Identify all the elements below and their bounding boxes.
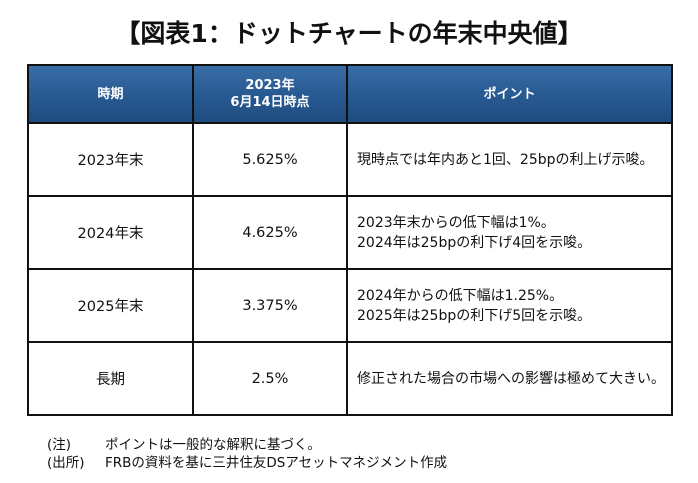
point-line: 修正された場合の市場への影響は極めて大きい。 xyxy=(357,370,665,387)
table-row: 長期 2.5% 修正された場合の市場への影響は極めて大きい。 xyxy=(27,341,673,416)
cell-point: 現時点では年内あと1回、25bpの利上げ示唆。 xyxy=(346,122,673,197)
source: (出所) FRBの資料を基に三井住友DSアセットマネジメント作成 xyxy=(47,454,447,472)
note-text: ポイントは一般的な解釈に基づく。 xyxy=(105,437,321,453)
cell-value: 5.625% xyxy=(192,122,348,197)
source-label: (出所) xyxy=(47,455,85,471)
header-as-of-line1: 2023年 xyxy=(245,78,295,93)
point-line: 2024年は25bpの利下げ4回を示唆。 xyxy=(357,234,592,251)
cell-point: 2023年末からの低下幅は1%。 2024年は25bpの利下げ4回を示唆。 xyxy=(346,195,673,270)
header-period: 時期 xyxy=(27,64,194,124)
cell-period: 2025年末 xyxy=(27,268,194,343)
cell-value: 4.625% xyxy=(192,195,348,270)
cell-period: 2024年末 xyxy=(27,195,194,270)
table-row: 2025年末 3.375% 2024年からの低下幅は1.25%。 2025年は25… xyxy=(27,268,673,343)
cell-value: 3.375% xyxy=(192,268,348,343)
note: (注) ポイントは一般的な解釈に基づく。 xyxy=(47,436,447,454)
table-header-row: 時期 2023年 6月14日時点 ポイント xyxy=(27,64,673,124)
table-row: 2023年末 5.625% 現時点では年内あと1回、25bpの利上げ示唆。 xyxy=(27,122,673,197)
point-line: 現時点では年内あと1回、25bpの利上げ示唆。 xyxy=(357,151,654,168)
source-text: FRBの資料を基に三井住友DSアセットマネジメント作成 xyxy=(105,455,448,471)
note-label: (注) xyxy=(47,437,72,453)
table-row: 2024年末 4.625% 2023年末からの低下幅は1%。 2024年は25bp… xyxy=(27,195,673,270)
header-as-of-date: 2023年 6月14日時点 xyxy=(192,64,348,124)
point-line: 2024年からの低下幅は1.25%。 xyxy=(357,287,564,304)
page-title: 【図表1：ドットチャートの年末中央値】 xyxy=(115,19,583,48)
header-point: ポイント xyxy=(346,64,673,124)
point-line: 2023年末からの低下幅は1%。 xyxy=(357,214,555,231)
cell-point: 2024年からの低下幅は1.25%。 2025年は25bpの利下げ5回を示唆。 xyxy=(346,268,673,343)
header-as-of-line2: 6月14日時点 xyxy=(230,95,310,110)
point-line: 2025年は25bpの利下げ5回を示唆。 xyxy=(357,307,592,324)
cell-value: 2.5% xyxy=(192,341,348,416)
footnotes: (注) ポイントは一般的な解釈に基づく。 (出所) FRBの資料を基に三井住友DSア… xyxy=(47,436,447,472)
cell-period: 長期 xyxy=(27,341,194,416)
cell-period: 2023年末 xyxy=(27,122,194,197)
dot-chart-median-table: 時期 2023年 6月14日時点 ポイント 2023年末 5.625% 現時点で… xyxy=(27,64,673,416)
cell-point: 修正された場合の市場への影響は極めて大きい。 xyxy=(346,341,673,416)
